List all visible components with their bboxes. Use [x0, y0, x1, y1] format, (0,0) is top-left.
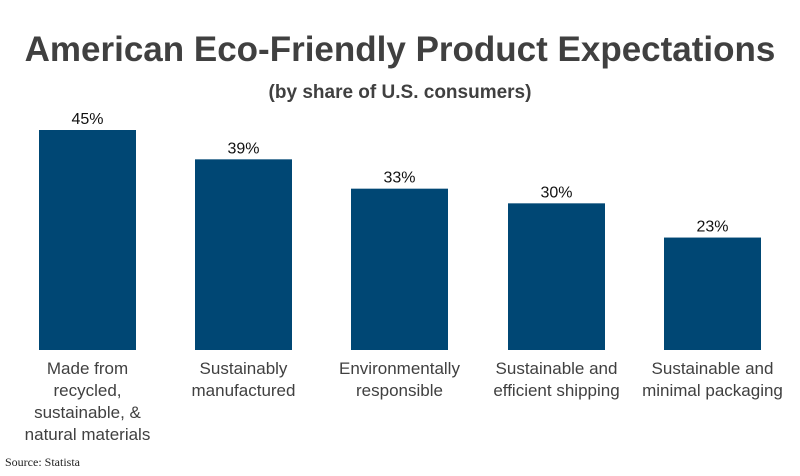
- chart-title: American Eco-Friendly Product Expectatio…: [24, 30, 776, 69]
- bar: [508, 203, 605, 350]
- data-label: 45%: [71, 111, 103, 128]
- category-label: Sustainable and minimal packaging: [642, 359, 783, 400]
- category-label: Sustainably manufactured: [191, 359, 296, 400]
- data-label: 30%: [540, 184, 572, 201]
- bar: [195, 159, 292, 350]
- category-label: Made from recycled, sustainable, & natur…: [24, 359, 151, 444]
- category-label: Environmentally responsible: [339, 359, 460, 400]
- data-label: 23%: [696, 219, 728, 236]
- bar: [39, 130, 136, 350]
- data-label: 39%: [227, 140, 259, 157]
- chart-subtitle: (by share of U.S. consumers): [268, 82, 532, 103]
- category-label: Sustainable and efficient shipping: [493, 359, 620, 400]
- bar: [664, 237, 761, 350]
- bar: [351, 188, 448, 350]
- source-note: Source: Statista: [5, 455, 80, 469]
- data-label: 33%: [383, 170, 415, 187]
